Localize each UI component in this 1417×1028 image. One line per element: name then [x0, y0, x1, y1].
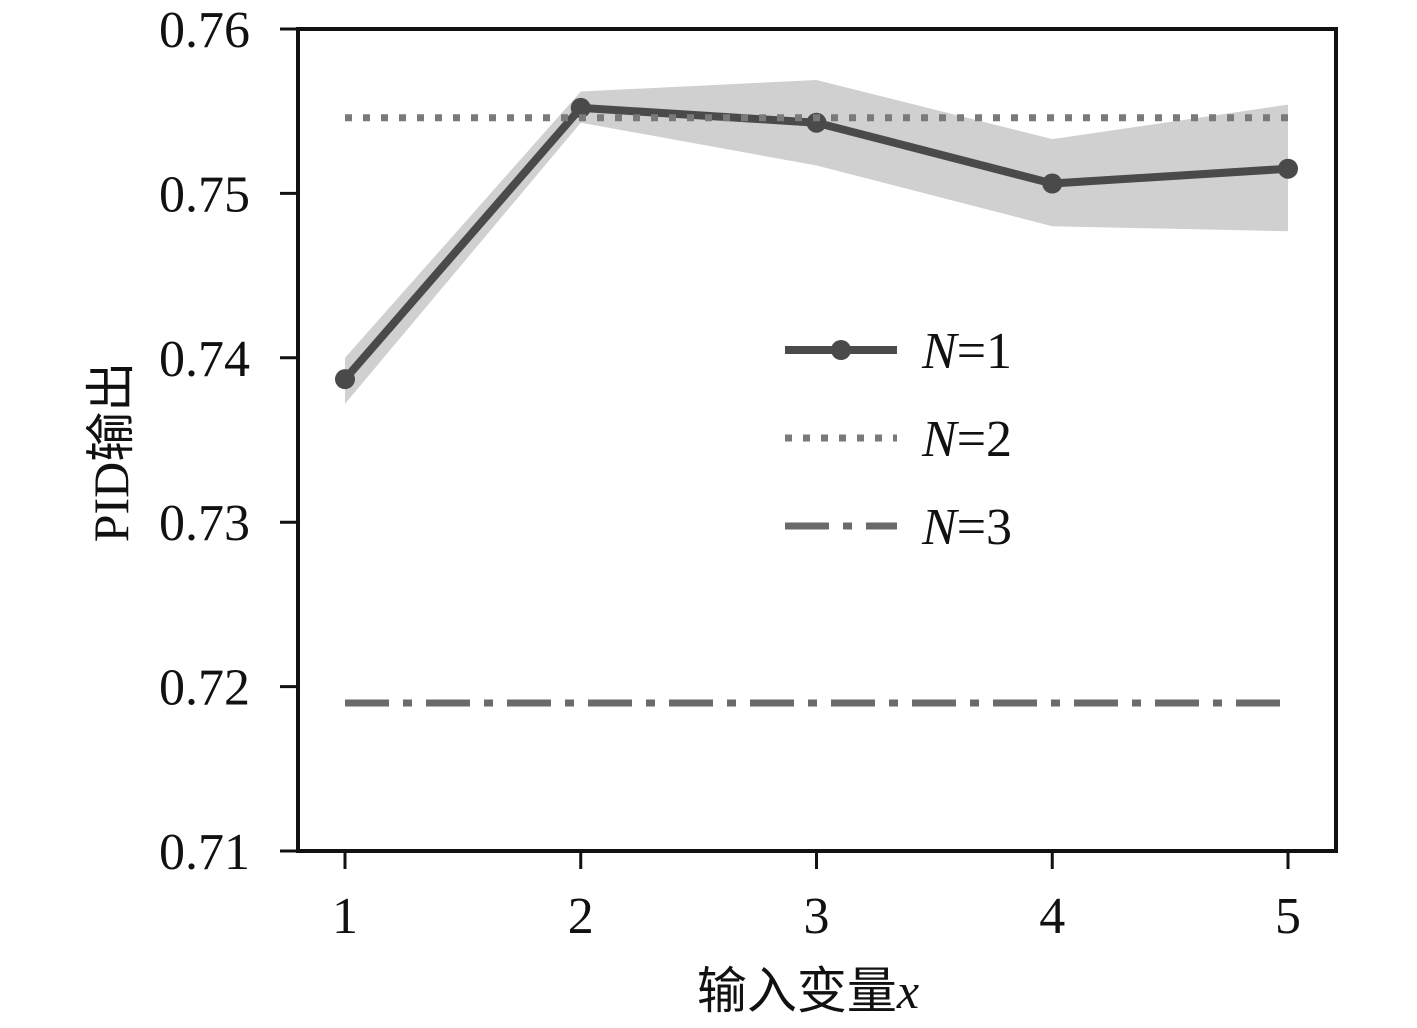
- x-tick-label: 5: [1275, 888, 1301, 945]
- x-axis: 1 2 3 4 5: [332, 851, 1301, 945]
- y-tick-label: 0.74: [159, 331, 250, 388]
- x-axis-title-var: x: [896, 963, 919, 1019]
- legend-1-var: N: [921, 323, 960, 380]
- confidence-band-layer: [345, 79, 1288, 404]
- legend-3-var: N: [921, 499, 960, 556]
- x-tick-label: 3: [804, 888, 830, 945]
- legend-2-var: N: [921, 411, 960, 468]
- y-tick-label: 0.71: [159, 824, 250, 881]
- legend-2-value: =2: [957, 411, 1012, 468]
- series-layer: [335, 97, 1298, 707]
- x-tick-label: 1: [332, 888, 358, 945]
- x-tick-label: 4: [1039, 888, 1065, 945]
- legend: N=1N=2N=3: [785, 323, 1012, 556]
- series-1-point: [570, 97, 591, 118]
- series-1-point: [335, 369, 355, 390]
- x-tick-label: 2: [568, 888, 594, 945]
- legend-3-value: =3: [957, 499, 1012, 556]
- x-axis-title: 输入变量x: [697, 963, 919, 1019]
- legend-1-marker: [831, 340, 851, 360]
- y-tick-label: 0.72: [159, 660, 250, 717]
- y-tick-label: 0.75: [159, 166, 250, 223]
- x-axis-title-text: 输入变量: [697, 963, 897, 1019]
- series-1-point: [1278, 158, 1298, 179]
- y-axis: 0.71 0.72 0.73 0.74 0.75 0.76: [159, 2, 298, 881]
- legend-1-value: =1: [957, 323, 1012, 380]
- series-1-point: [1042, 173, 1063, 194]
- series-1-band: [345, 79, 1288, 404]
- legend-3-label: N=3: [921, 499, 1012, 556]
- y-tick-label: 0.73: [159, 495, 250, 552]
- legend-2-label: N=2: [921, 411, 1012, 468]
- legend-1-label: N=1: [921, 323, 1012, 380]
- y-axis-title: PID输出: [83, 362, 139, 543]
- y-tick-label: 0.76: [159, 2, 250, 59]
- series-1-point: [806, 112, 827, 133]
